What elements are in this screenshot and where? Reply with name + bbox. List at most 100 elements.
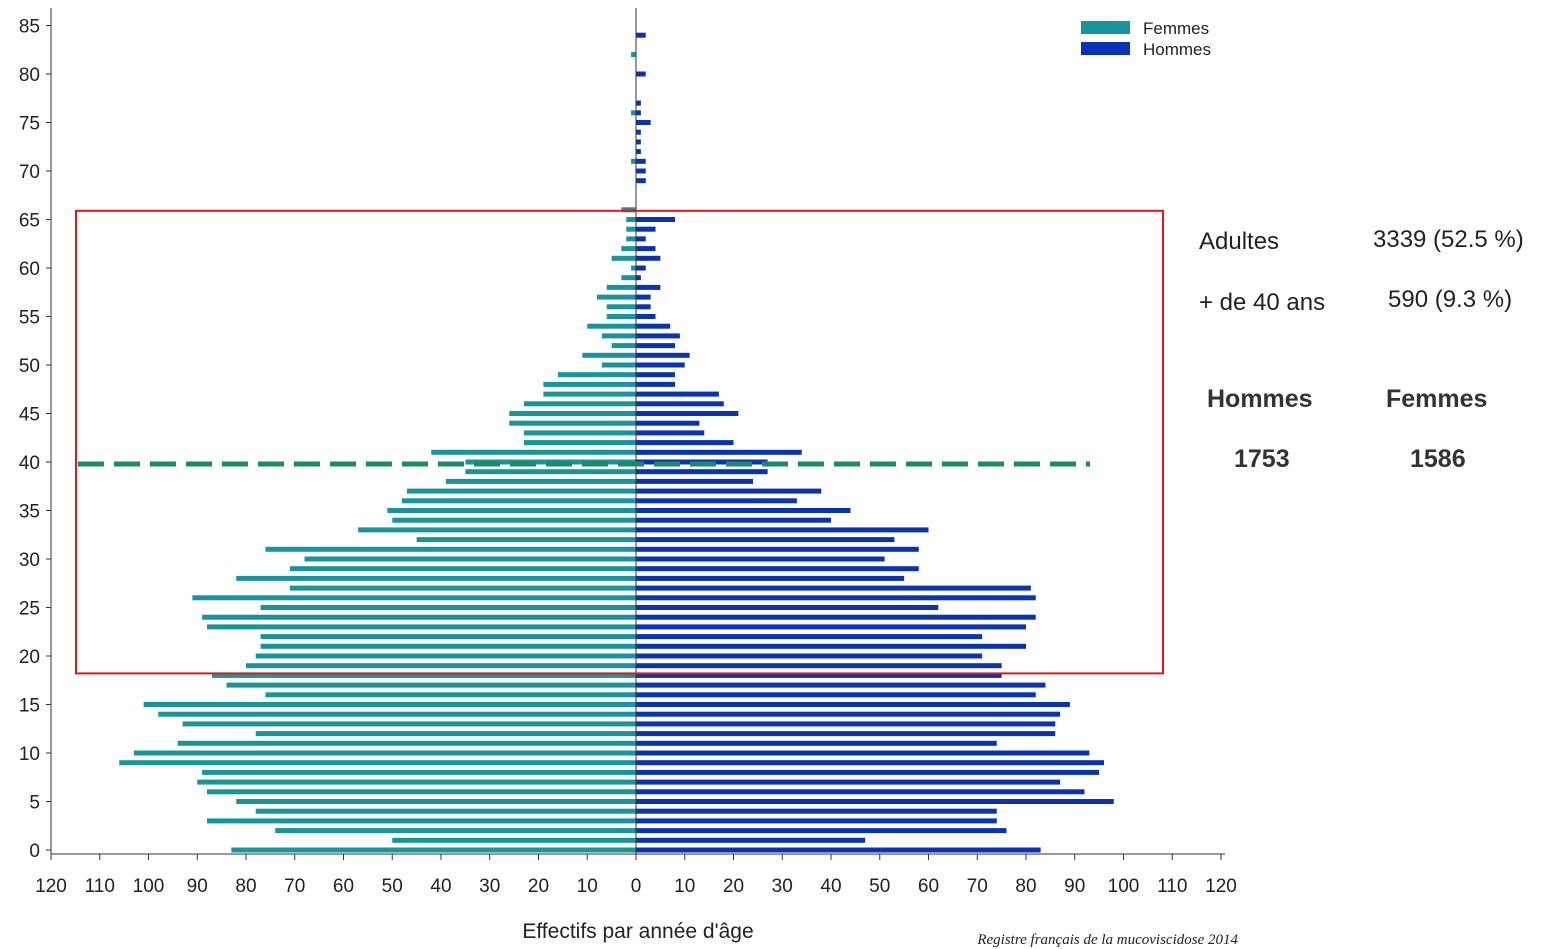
bar-hommes-age-0 — [636, 847, 1041, 853]
bar-hommes-age-26 — [636, 595, 1036, 601]
bar-femmes-age-63 — [626, 236, 636, 242]
bar-femmes-age-19 — [246, 663, 636, 669]
bar-hommes-age-60 — [636, 265, 646, 271]
bar-hommes-age-76 — [636, 110, 641, 116]
bar-femmes-age-54 — [587, 323, 636, 329]
y-tick-label-40: 40 — [19, 453, 40, 474]
bar-hommes-age-43 — [636, 430, 705, 436]
y-tick-label-20: 20 — [19, 647, 40, 668]
bar-femmes-age-31 — [265, 546, 636, 552]
bar-hommes-age-2 — [636, 828, 1007, 834]
bar-hommes-age-50 — [636, 362, 685, 368]
bar-femmes-age-61 — [611, 255, 636, 261]
bar-femmes-age-13 — [182, 721, 636, 727]
legend-label-hommes: Hommes — [1143, 40, 1211, 59]
x-tick-label-7: 50 — [382, 876, 403, 897]
bar-hommes-age-63 — [636, 236, 646, 242]
bar-hommes-age-44 — [636, 420, 700, 426]
bar-hommes-age-1 — [636, 837, 866, 843]
bar-hommes-age-5 — [636, 799, 1114, 804]
x-tick-label-3: 90 — [187, 876, 208, 897]
bar-femmes-age-41 — [431, 449, 636, 455]
bar-hommes-age-34 — [636, 517, 831, 523]
bar-femmes-age-45 — [509, 411, 636, 416]
bar-femmes-age-25 — [260, 605, 636, 610]
legend-label-femmes: Femmes — [1143, 19, 1209, 38]
bar-hommes-age-7 — [636, 779, 1061, 785]
bar-hommes-age-57 — [636, 294, 651, 300]
x-tick-label-4: 80 — [235, 876, 256, 897]
bar-hommes-age-15 — [636, 702, 1070, 707]
y-tick-label-75: 75 — [19, 114, 40, 135]
bar-femmes-age-50 — [601, 362, 636, 368]
bar-hommes-age-49 — [636, 372, 675, 378]
bar-hommes-age-22 — [636, 634, 983, 640]
bar-hommes-age-38 — [636, 478, 753, 484]
bar-hommes-age-4 — [636, 808, 997, 814]
bar-hommes-age-52 — [636, 343, 675, 349]
legend-swatch-hommes — [1081, 42, 1130, 55]
bar-hommes-age-70 — [636, 168, 646, 174]
bar-hommes-age-77 — [636, 100, 641, 106]
over-40-label: + de 40 ans — [1199, 289, 1326, 316]
bar-femmes-age-32 — [416, 537, 636, 543]
x-tick-label-0: 120 — [35, 876, 67, 897]
bar-hommes-age-28 — [636, 575, 905, 581]
bar-femmes-age-60 — [631, 265, 636, 271]
men-count: 1753 — [1234, 445, 1290, 473]
bar-femmes-age-20 — [255, 653, 636, 659]
bar-femmes-age-42 — [523, 440, 636, 446]
bar-femmes-age-7 — [197, 779, 636, 785]
bar-femmes-age-34 — [392, 517, 636, 523]
bar-femmes-age-16 — [265, 692, 636, 698]
bar-femmes-age-37 — [406, 488, 636, 494]
bar-femmes-age-0 — [231, 847, 636, 853]
x-tick-label-16: 40 — [820, 876, 841, 897]
bar-hommes-age-72 — [636, 149, 641, 155]
bar-femmes-age-1 — [392, 837, 636, 843]
x-tick-label-19: 70 — [967, 876, 988, 897]
y-tick-label-50: 50 — [19, 356, 40, 377]
bar-femmes-age-36 — [402, 498, 636, 504]
bar-femmes-age-27 — [289, 585, 636, 591]
x-axis-title: Effectifs par année d'âge — [522, 920, 753, 943]
bar-femmes-age-12 — [255, 731, 636, 737]
y-tick-label-0: 0 — [29, 841, 40, 862]
bar-femmes-age-52 — [611, 343, 636, 349]
x-tick-label-6: 60 — [333, 876, 354, 897]
bar-femmes-age-9 — [119, 760, 636, 766]
bar-hommes-age-75 — [636, 120, 651, 125]
y-tick-label-5: 5 — [29, 793, 40, 814]
y-tick-label-60: 60 — [19, 259, 40, 280]
x-tick-label-9: 30 — [479, 876, 500, 897]
bar-hommes-age-21 — [636, 643, 1026, 649]
adults-value: 3339 (52.5 %) — [1373, 226, 1524, 253]
bar-hommes-age-53 — [636, 333, 680, 339]
bar-hommes-age-29 — [636, 566, 919, 572]
bar-femmes-age-22 — [260, 634, 636, 640]
bar-hommes-age-74 — [636, 129, 641, 135]
bar-hommes-age-24 — [636, 614, 1036, 620]
bar-hommes-age-71 — [636, 158, 646, 164]
women-heading: Femmes — [1386, 385, 1488, 413]
y-tick-label-65: 65 — [19, 211, 40, 232]
bar-hommes-age-33 — [636, 527, 929, 533]
bar-femmes-age-5 — [236, 799, 636, 804]
bar-hommes-age-37 — [636, 488, 822, 494]
bar-femmes-age-15 — [143, 702, 636, 707]
bar-hommes-age-47 — [636, 391, 719, 397]
bar-hommes-age-20 — [636, 653, 983, 659]
bar-femmes-age-59 — [621, 275, 636, 281]
bar-femmes-age-48 — [543, 381, 636, 387]
bar-femmes-age-82 — [631, 52, 636, 58]
bar-hommes-age-3 — [636, 818, 997, 824]
bar-hommes-age-10 — [636, 750, 1090, 756]
bar-femmes-age-51 — [582, 352, 636, 358]
bar-hommes-age-42 — [636, 440, 734, 446]
bar-hommes-age-36 — [636, 498, 797, 504]
x-tick-label-22: 100 — [1108, 876, 1140, 897]
bar-hommes-age-62 — [636, 246, 656, 252]
bar-hommes-age-64 — [636, 226, 656, 232]
bar-hommes-age-13 — [636, 721, 1056, 727]
x-tick-label-24: 120 — [1205, 876, 1237, 897]
